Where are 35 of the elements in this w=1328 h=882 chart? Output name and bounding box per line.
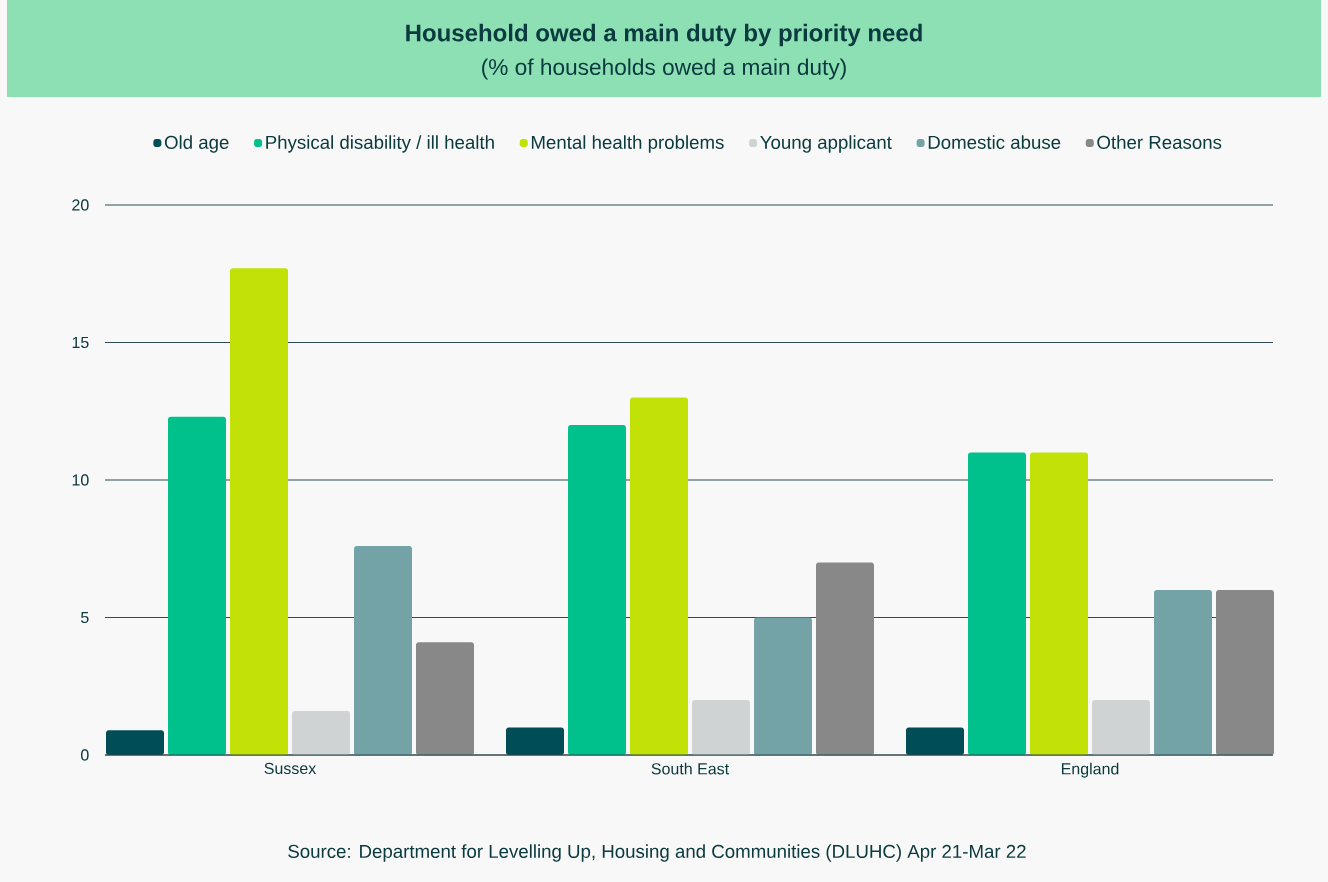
bar: [630, 397, 689, 756]
bar: [230, 268, 288, 756]
bar: [906, 727, 965, 756]
bar: [106, 730, 164, 756]
bar: [1216, 590, 1275, 756]
legend-label: Young applicant: [760, 135, 892, 153]
bar: [1030, 452, 1089, 756]
source-note: Source: Department for Levelling Up, Housing and Communities (DLUHC) Apr 21-Mar 22: [288, 844, 1026, 862]
chart-subtitle: (% of households owed a main duty): [482, 58, 846, 80]
x-tick-label: Sussex: [264, 762, 317, 775]
y-tick-label: 15: [72, 336, 89, 349]
chart-title: Household owed a main duty by priority need: [406, 23, 922, 47]
y-tick-label: 5: [81, 611, 89, 624]
bar: [168, 416, 226, 756]
y-tick-label: 0: [81, 749, 89, 761]
y-tick-label: 10: [72, 474, 89, 486]
bar: [292, 711, 351, 756]
legend-label: Old age: [164, 135, 229, 153]
legend-label: Other Reasons: [1097, 135, 1222, 149]
x-tick-label: South East: [651, 762, 730, 775]
bar: [816, 562, 875, 756]
legend-label: Physical disability / ill health: [266, 135, 494, 153]
bar: [1154, 590, 1213, 756]
bar: [354, 546, 413, 756]
x-tick-label: England: [1061, 762, 1119, 778]
bar: [506, 727, 565, 756]
y-tick-label: 20: [72, 199, 89, 211]
legend-label: Domestic abuse: [928, 135, 1061, 149]
bar: [568, 425, 627, 756]
bar: [416, 642, 474, 756]
bar: [1092, 700, 1151, 756]
bar: [754, 617, 813, 756]
bar: [692, 700, 751, 756]
legend-label: Mental health problems: [531, 135, 724, 153]
bar: [968, 452, 1027, 756]
